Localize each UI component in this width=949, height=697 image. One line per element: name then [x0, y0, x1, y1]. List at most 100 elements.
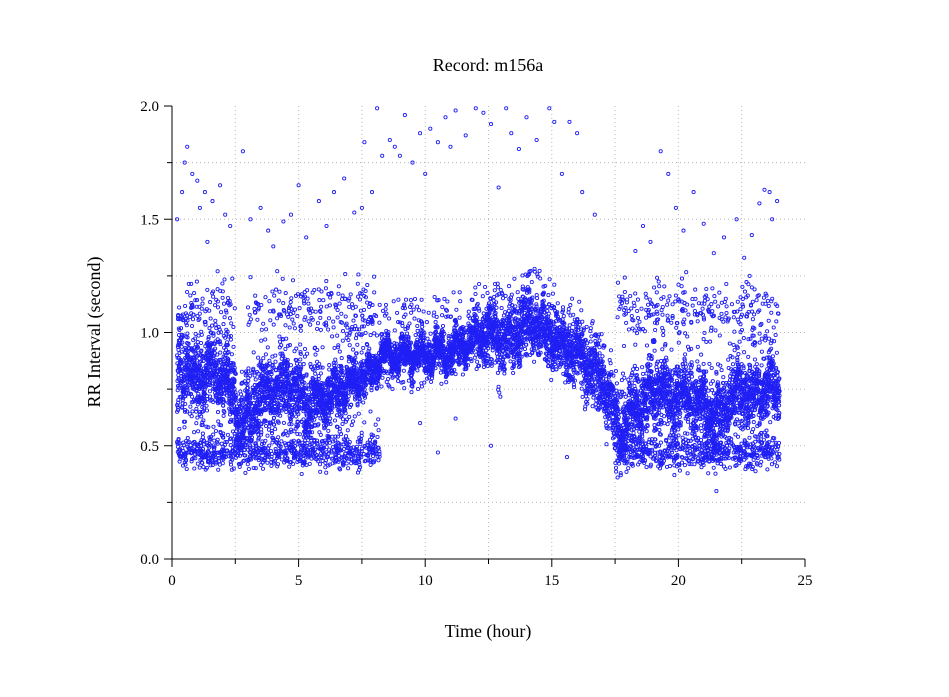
data-point [256, 418, 261, 423]
data-point [194, 358, 199, 363]
data-point [183, 401, 188, 407]
data-point [224, 383, 229, 388]
data-point [193, 362, 198, 367]
data-point [240, 403, 245, 408]
data-point [364, 391, 369, 396]
data-point [213, 358, 218, 363]
data-point [180, 398, 185, 403]
data-point [287, 402, 292, 408]
data-point [354, 366, 359, 371]
data-point [285, 373, 290, 378]
data-point [405, 331, 410, 336]
data-point [226, 357, 231, 362]
data-point [318, 371, 323, 376]
data-point [253, 377, 258, 382]
data-point [310, 400, 315, 405]
data-point [277, 339, 283, 344]
data-point [200, 405, 205, 410]
data-point [264, 407, 269, 412]
data-point [258, 412, 264, 417]
data-point [221, 413, 226, 418]
data-point [444, 380, 449, 385]
data-point [279, 343, 284, 348]
data-point [344, 401, 349, 407]
data-point [284, 399, 289, 404]
data-point [185, 387, 190, 392]
data-point [199, 359, 204, 364]
data-point [273, 359, 278, 364]
data-points [175, 106, 782, 494]
data-point [289, 422, 294, 427]
data-point [185, 335, 190, 340]
data-point [288, 363, 293, 368]
data-point [361, 400, 366, 405]
data-point [344, 391, 349, 396]
data-point [244, 419, 249, 424]
data-point [494, 305, 499, 310]
data-point [566, 310, 571, 315]
data-point [232, 380, 237, 385]
data-point [588, 339, 593, 344]
data-point [253, 395, 258, 400]
data-point [302, 386, 307, 391]
data-point [265, 345, 270, 350]
data-point [211, 331, 216, 336]
data-point [176, 400, 181, 405]
data-point [222, 409, 227, 415]
data-point [221, 399, 227, 404]
data-point [280, 379, 285, 384]
data-point [497, 390, 502, 395]
data-point [513, 304, 518, 309]
data-point [580, 394, 585, 399]
data-point [226, 359, 231, 364]
data-point [221, 403, 226, 408]
data-point [308, 430, 313, 435]
data-point [248, 443, 253, 448]
data-point [339, 375, 344, 380]
data-point [515, 290, 520, 295]
data-point [206, 335, 211, 340]
data-point [294, 414, 299, 419]
data-point [291, 397, 296, 402]
data-point [358, 383, 364, 388]
data-point [561, 314, 566, 319]
data-point [318, 365, 323, 370]
data-point [589, 334, 594, 339]
data-point [508, 359, 513, 364]
data-point [229, 417, 234, 422]
data-point [269, 369, 274, 375]
data-point [182, 425, 187, 430]
data-point [196, 353, 201, 358]
data-point [269, 431, 275, 436]
data-point [322, 397, 327, 402]
data-point [302, 380, 307, 385]
data-point [511, 370, 516, 376]
data-point [298, 362, 303, 367]
data-point [229, 360, 234, 366]
data-point [263, 352, 268, 357]
data-point [196, 391, 201, 396]
data-point [600, 354, 605, 359]
data-point [532, 359, 537, 364]
data-point [208, 394, 213, 399]
data-point [567, 323, 572, 328]
data-point [271, 415, 277, 420]
data-point [245, 385, 250, 391]
data-point [201, 418, 206, 423]
data-point [281, 420, 286, 425]
data-point [590, 404, 595, 409]
data-point [262, 399, 267, 404]
data-point [232, 386, 237, 391]
data-point [216, 419, 221, 424]
data-point [211, 333, 216, 338]
data-point [344, 393, 349, 398]
data-point [401, 368, 406, 373]
data-point [336, 374, 341, 379]
data-point [258, 359, 263, 364]
data-point [321, 381, 326, 386]
data-point [186, 341, 191, 346]
data-point [206, 336, 211, 341]
data-point [187, 411, 192, 416]
data-point [260, 364, 265, 369]
data-point [289, 373, 294, 378]
